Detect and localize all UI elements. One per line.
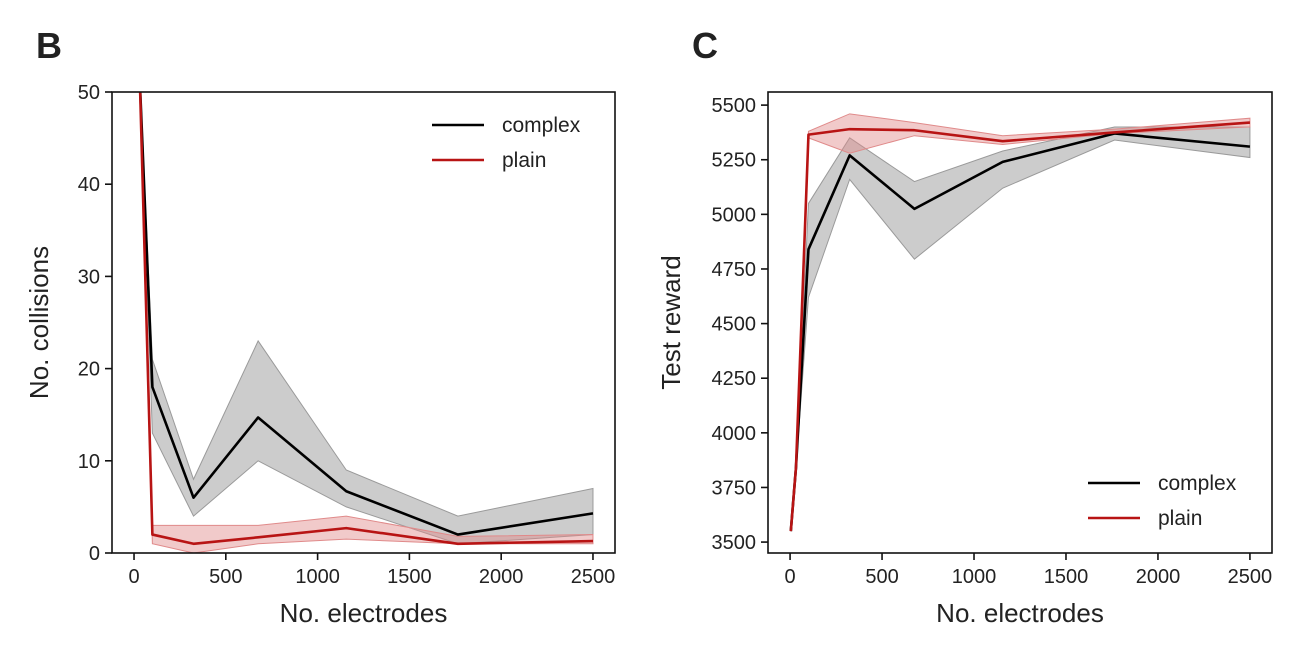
panel-letter: B [36,25,62,66]
x-tick-label: 2000 [479,566,524,588]
legend-label: complex [1158,472,1237,495]
y-tick-label: 3500 [712,532,757,554]
band-plain [139,92,594,553]
y-axis-label: Test reward [656,255,686,389]
y-tick-label: 5000 [712,204,757,226]
x-tick-label: 0 [128,566,139,588]
y-tick-label: 5500 [712,95,757,117]
y-tick-label: 4250 [712,368,757,390]
panel-c: C 0 500 1000 1500 2000 2500 3500 3750 4000 4250 450… [656,25,1273,628]
x-tick-label: 1500 [1044,566,1089,588]
band-complex [139,92,594,545]
x-axis-label: No. electrodes [280,598,448,628]
series-line-plain [789,121,1251,532]
legend-label: complex [502,114,581,137]
y-axis-label: No. collisions [24,246,54,399]
y-tick-label: 40 [78,174,100,196]
x-tick-label: 500 [209,566,242,588]
axes-frame [111,91,616,554]
x-tick-label: 2500 [1228,566,1273,588]
y-tick-label: 4750 [712,259,757,281]
x-tick-label: 0 [785,566,796,588]
legend-label: plain [502,149,546,172]
band-complex [790,126,1251,532]
y-tick-label: 30 [78,266,100,288]
series-line-plain [138,92,593,546]
panel-letter: C [692,25,718,66]
x-tick-label: 2000 [1136,566,1181,588]
y-tick-label: 0 [89,543,100,565]
y-tick-label: 3750 [712,477,757,499]
y-tick-label: 50 [78,82,100,104]
y-tick-label: 4500 [712,314,757,336]
y-tick-label: 5250 [712,150,757,172]
series-line-complex [138,92,594,536]
panel-b: B 0 500 1000 1500 2000 2500 0 10 20 30 40 50 No. elec… [24,25,616,628]
y-tick-label: 10 [78,451,100,473]
x-tick-label: 1500 [387,566,432,588]
x-tick-label: 500 [865,566,898,588]
x-tick-label: 2500 [571,566,616,588]
x-tick-label: 1000 [952,566,997,588]
legend: complex plain [432,114,581,172]
x-tick-label: 1000 [295,566,340,588]
y-tick-label: 20 [78,359,100,381]
y-tick-label: 4000 [712,423,757,445]
axes-frame [767,91,1273,554]
legend-label: plain [1158,507,1202,530]
plot-area [138,92,594,553]
plot-area [789,113,1251,532]
x-axis-label: No. electrodes [936,598,1104,628]
legend: complex plain [1088,472,1237,530]
